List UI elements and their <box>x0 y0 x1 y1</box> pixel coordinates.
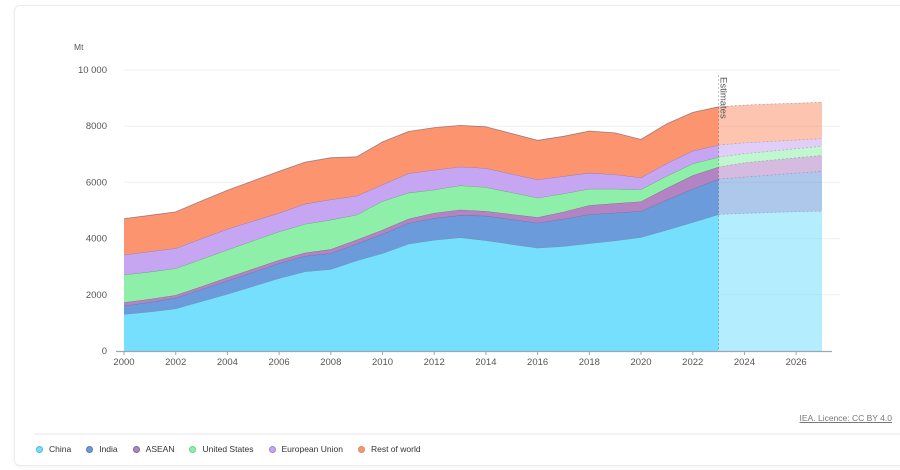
y-tick-label: 6000 <box>86 177 107 188</box>
estimate-area-rest-of-world <box>718 102 822 145</box>
legend-item-india[interactable]: India <box>86 444 118 454</box>
y-tick-label: 10 000 <box>78 65 107 76</box>
x-tick-label: 2026 <box>786 357 807 368</box>
legend-dot-icon <box>189 445 197 453</box>
legend-label: Rest of world <box>370 444 421 454</box>
area-rest-of-world <box>124 106 719 255</box>
x-tick-label: 2010 <box>372 357 393 368</box>
legend-item-rest-of-world[interactable]: Rest of world <box>357 444 421 454</box>
x-tick-label: 2008 <box>320 357 341 368</box>
estimates-label: Estimates <box>718 77 729 119</box>
x-tick-label: 2018 <box>579 357 600 368</box>
divider <box>34 433 900 435</box>
legend-item-united-states[interactable]: United States <box>189 444 254 454</box>
x-tick-label: 2022 <box>682 357 703 368</box>
legend: China India ASEAN United States European… <box>36 444 421 454</box>
x-tick-label: 2006 <box>269 357 290 368</box>
x-tick-label: 2016 <box>527 357 548 368</box>
area-european-union <box>124 145 719 275</box>
legend-dot-icon <box>357 445 365 453</box>
estimate-area-european-union <box>718 138 822 158</box>
legend-label: China <box>49 444 72 454</box>
source-licence-link[interactable]: IEA. Licence: CC BY 4.0 <box>799 413 892 423</box>
area-edge-rest-of-world <box>123 106 719 219</box>
y-tick-label: 8000 <box>86 121 107 132</box>
area-united-states <box>124 157 719 303</box>
legend-label: India <box>99 444 118 454</box>
legend-item-european-union[interactable]: European Union <box>268 444 343 454</box>
legend-dot-icon <box>268 445 276 453</box>
x-tick-label: 2014 <box>475 357 496 368</box>
x-tick-label: 2024 <box>734 357 755 368</box>
estimate-area-china <box>718 211 822 351</box>
legend-label: United States <box>202 444 254 454</box>
x-tick-label: 2020 <box>630 357 651 368</box>
estimate-edge-china <box>718 210 823 215</box>
y-tick-label: 0 <box>102 346 107 357</box>
legend-dot-icon <box>132 445 140 453</box>
legend-item-asean[interactable]: ASEAN <box>132 444 175 454</box>
y-tick-label: 2000 <box>86 290 107 301</box>
x-tick-label: 2002 <box>165 357 186 368</box>
legend-item-china[interactable]: China <box>36 444 71 454</box>
legend-dot-icon <box>36 445 43 453</box>
estimate-area-asean <box>718 155 822 179</box>
estimate-area-united-states <box>718 146 822 167</box>
area-india <box>124 179 719 315</box>
estimate-area-india <box>718 171 822 215</box>
estimate-edge-european-union <box>718 138 823 146</box>
legend-label: ASEAN <box>145 444 175 454</box>
legend-label: European Union <box>281 444 343 454</box>
x-tick-label: 2004 <box>217 357 238 368</box>
estimate-edge-rest-of-world <box>718 101 823 108</box>
area-china <box>124 214 719 351</box>
y-axis-unit-label: Mt <box>74 42 84 52</box>
legend-dot-icon <box>86 445 94 453</box>
y-tick-label: 4000 <box>86 234 107 245</box>
x-tick-label: 2000 <box>113 357 134 368</box>
x-tick-label: 2012 <box>424 357 445 368</box>
